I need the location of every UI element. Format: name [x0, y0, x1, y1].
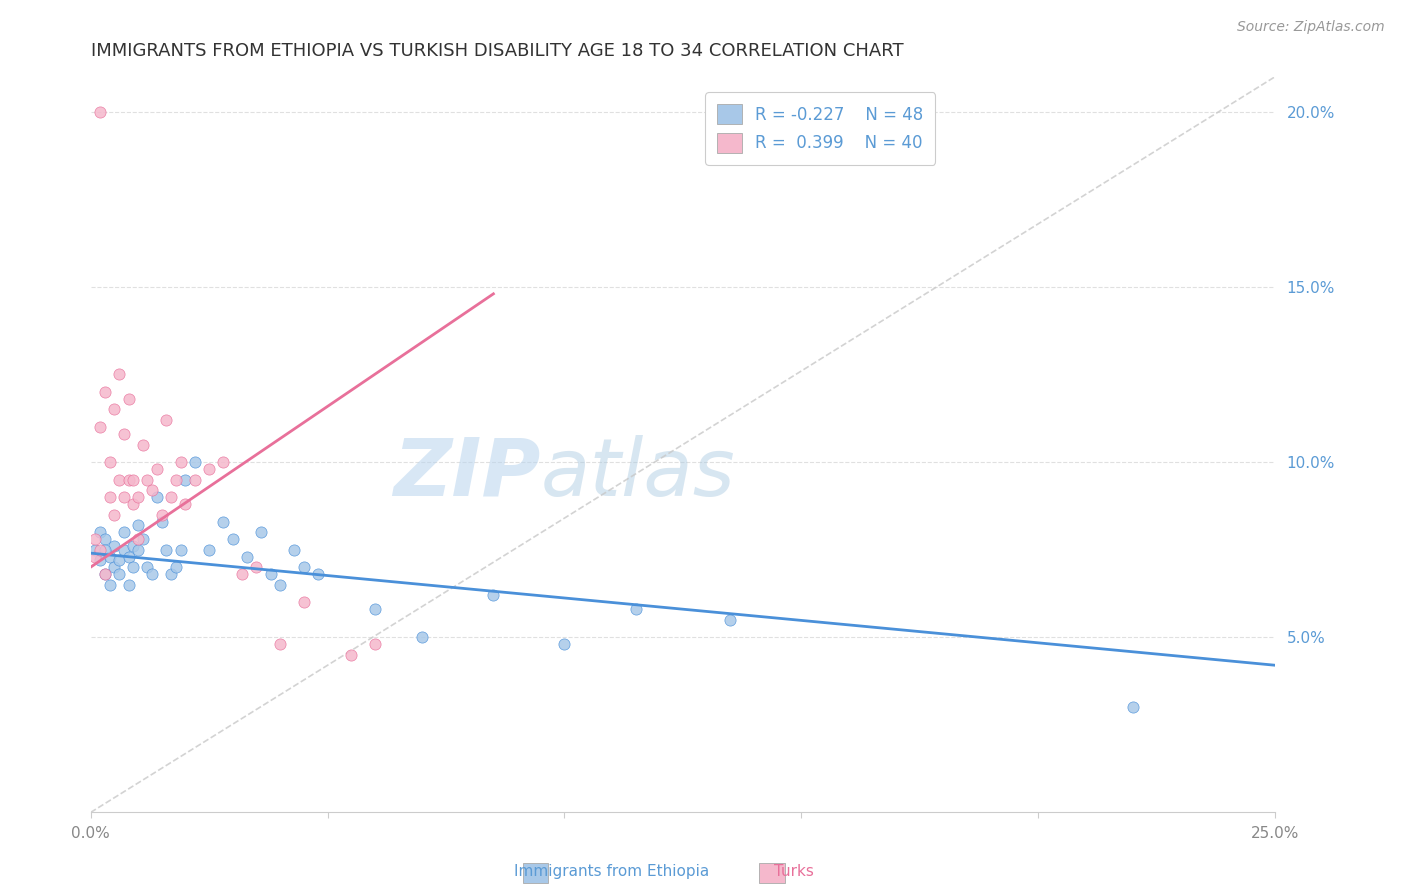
Point [212, 455, 235, 469]
Point [222, 532, 245, 546]
Point [174, 473, 197, 487]
Text: Source: ZipAtlas.com: Source: ZipAtlas.com [1237, 20, 1385, 34]
Point [155, 413, 177, 427]
Point [84, 542, 107, 557]
Point [94, 384, 117, 399]
Point [307, 567, 329, 582]
Point [364, 602, 387, 616]
Point [89, 525, 111, 540]
Point [112, 427, 135, 442]
Point [292, 560, 315, 574]
Point [212, 515, 235, 529]
Point [146, 462, 169, 476]
Point [150, 508, 173, 522]
Point [364, 637, 387, 651]
Point [103, 402, 125, 417]
Point [250, 525, 273, 540]
Point [122, 560, 145, 574]
Point [117, 577, 139, 591]
Point [174, 497, 197, 511]
Point [103, 508, 125, 522]
Point [553, 637, 575, 651]
Point [146, 490, 169, 504]
Point [112, 542, 135, 557]
Point [132, 437, 155, 451]
Point [94, 567, 117, 582]
Point [122, 539, 145, 553]
Point [160, 567, 183, 582]
Text: IMMIGRANTS FROM ETHIOPIA VS TURKISH DISABILITY AGE 18 TO 34 CORRELATION CHART: IMMIGRANTS FROM ETHIOPIA VS TURKISH DISA… [90, 42, 903, 60]
Point [98, 490, 121, 504]
Point [482, 588, 505, 602]
Point [165, 473, 187, 487]
Point [103, 560, 125, 574]
Text: ZIP: ZIP [394, 435, 541, 513]
Text: Immigrants from Ethiopia: Immigrants from Ethiopia [515, 864, 709, 879]
Point [89, 553, 111, 567]
Point [103, 539, 125, 553]
Point [89, 104, 111, 119]
Point [260, 567, 283, 582]
Point [198, 542, 221, 557]
Point [718, 613, 741, 627]
Point [108, 567, 131, 582]
Point [94, 567, 117, 582]
Point [108, 553, 131, 567]
Point [84, 532, 107, 546]
Point [136, 560, 159, 574]
Point [236, 549, 259, 564]
Point [94, 542, 117, 557]
Point [89, 420, 111, 434]
Point [150, 515, 173, 529]
Point [122, 473, 145, 487]
Point [132, 532, 155, 546]
Point [169, 542, 191, 557]
Point [1122, 700, 1144, 714]
Text: atlas: atlas [541, 435, 735, 513]
Point [624, 602, 647, 616]
Point [136, 473, 159, 487]
Point [269, 637, 291, 651]
Point [184, 473, 207, 487]
Point [127, 532, 149, 546]
Point [160, 490, 183, 504]
Point [127, 518, 149, 533]
Point [112, 525, 135, 540]
Point [245, 560, 267, 574]
Text: Turks: Turks [775, 864, 814, 879]
Point [117, 392, 139, 406]
Point [98, 577, 121, 591]
Point [122, 497, 145, 511]
Point [141, 483, 163, 497]
Point [198, 462, 221, 476]
Point [117, 473, 139, 487]
Point [98, 455, 121, 469]
Point [108, 473, 131, 487]
Point [340, 648, 363, 662]
Point [184, 455, 207, 469]
Point [283, 542, 305, 557]
Point [231, 567, 253, 582]
Point [89, 542, 111, 557]
Point [269, 577, 291, 591]
Point [98, 549, 121, 564]
Point [165, 560, 187, 574]
Point [127, 490, 149, 504]
Point [141, 567, 163, 582]
Point [84, 549, 107, 564]
Point [411, 630, 433, 644]
Point [94, 532, 117, 546]
Point [292, 595, 315, 609]
Point [108, 368, 131, 382]
Point [117, 549, 139, 564]
Legend: R = -0.227    N = 48, R =  0.399    N = 40: R = -0.227 N = 48, R = 0.399 N = 40 [706, 92, 935, 165]
Point [127, 542, 149, 557]
Point [169, 455, 191, 469]
Point [155, 542, 177, 557]
Point [112, 490, 135, 504]
